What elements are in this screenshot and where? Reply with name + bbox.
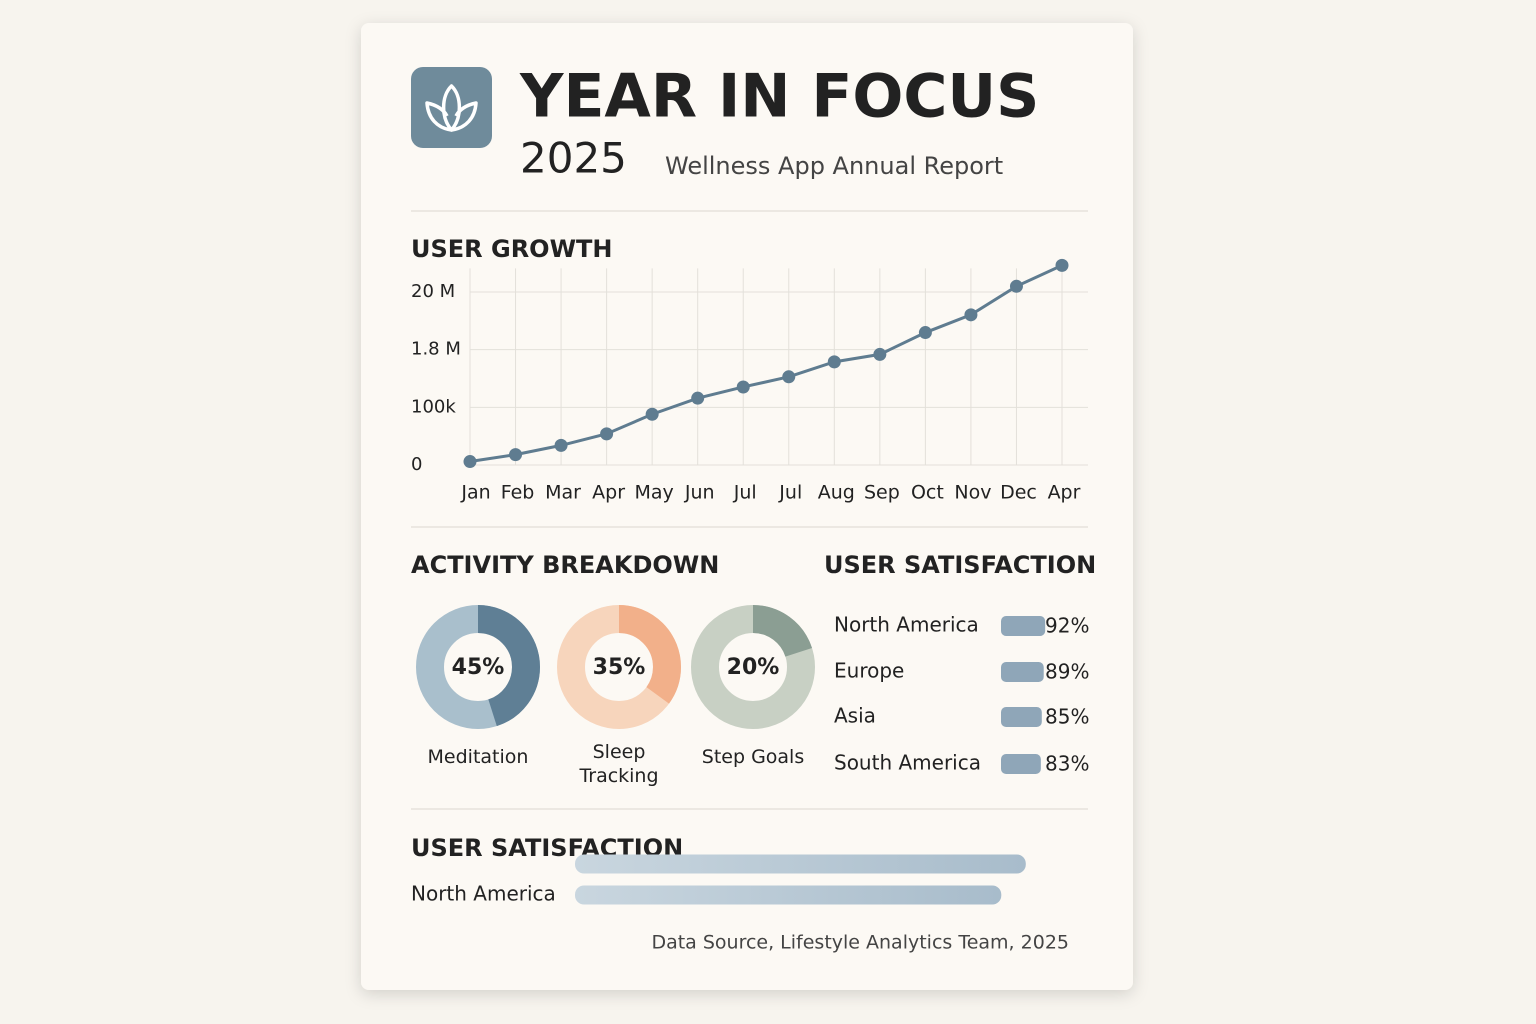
- y-tick-label: 1.8 M: [411, 339, 461, 360]
- data-point: [600, 427, 614, 441]
- footer: Data Source, Lifestyle Analytics Team, 2…: [651, 932, 1069, 954]
- y-tick-label: 100k: [411, 396, 456, 417]
- data-point: [691, 391, 705, 405]
- data-point: [554, 438, 568, 452]
- bar-label: South America: [834, 751, 981, 775]
- y-tick-label: 20 M: [411, 281, 455, 302]
- donut-value-label: 20%: [727, 655, 780, 680]
- donut-label: Meditation: [427, 746, 529, 768]
- x-tick-label: Jul: [733, 482, 757, 504]
- x-tick-label: Mar: [545, 482, 581, 504]
- bar-value-label: 85%: [1045, 705, 1089, 729]
- data-point: [827, 355, 841, 369]
- section-title: ACTIVITY BREAKDOWN: [411, 551, 719, 579]
- bar-label: Asia: [834, 704, 876, 728]
- bar: [575, 854, 1026, 874]
- data-point: [918, 326, 932, 340]
- x-tick-label: Sep: [864, 482, 900, 504]
- bar-value-label: 92%: [1045, 614, 1089, 638]
- donut-arc: [416, 605, 540, 729]
- y-tick-label: 0: [411, 454, 422, 475]
- app-icon: [411, 67, 492, 148]
- x-tick-label: May: [635, 482, 674, 504]
- donut-value-label: 45%: [452, 655, 505, 680]
- x-tick-label: Jun: [684, 482, 715, 504]
- section-title: USER GROWTH: [411, 235, 613, 263]
- data-point: [509, 448, 523, 462]
- bar-value-label: 89%: [1045, 660, 1089, 684]
- data-point: [1055, 258, 1069, 272]
- data-point: [873, 347, 887, 361]
- x-tick-label: Feb: [501, 482, 535, 504]
- subtitle: Wellness App Annual Report: [665, 152, 1003, 180]
- x-tick-label: Jan: [460, 482, 490, 504]
- donut-value-label: 35%: [593, 655, 646, 680]
- lotus-icon: [425, 84, 478, 132]
- donut-arc: [691, 605, 815, 729]
- data-point: [463, 455, 477, 469]
- bar-label: North America: [411, 882, 556, 906]
- data-point: [736, 380, 750, 394]
- section-title: USER SATISFACTION: [824, 551, 1096, 579]
- bar-label: Europe: [834, 659, 904, 683]
- donut-label: Step Goals: [701, 746, 805, 768]
- x-tick-label: Nov: [954, 482, 991, 504]
- donut-label: Sleep Tracking: [579, 741, 659, 787]
- x-tick-label: Aug: [818, 482, 855, 504]
- bar: [1001, 707, 1042, 727]
- x-tick-label: Apr: [1048, 482, 1081, 504]
- data-point: [1009, 279, 1023, 293]
- x-tick-label: Dec: [1000, 482, 1037, 504]
- data-point: [645, 407, 659, 421]
- x-tick-label: Apr: [592, 482, 625, 504]
- card: [361, 23, 1133, 990]
- x-tick-label: Oct: [911, 482, 944, 504]
- data-point: [964, 308, 978, 322]
- growth-line: [469, 264, 1063, 464]
- donut-arc: [557, 605, 681, 729]
- bar-value-label: 83%: [1045, 752, 1089, 776]
- x-tick-label: Jul: [778, 482, 802, 504]
- title: YEAR IN FOCUS: [519, 62, 1039, 132]
- bar-label: North America: [834, 613, 979, 637]
- bar: [575, 885, 1002, 905]
- bar: [1001, 616, 1046, 636]
- bar: [1001, 662, 1044, 682]
- bar: [1001, 754, 1041, 774]
- data-point: [782, 370, 796, 384]
- year: 2025: [520, 134, 627, 183]
